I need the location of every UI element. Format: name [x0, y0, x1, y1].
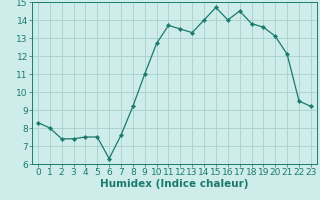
X-axis label: Humidex (Indice chaleur): Humidex (Indice chaleur) [100, 179, 249, 189]
